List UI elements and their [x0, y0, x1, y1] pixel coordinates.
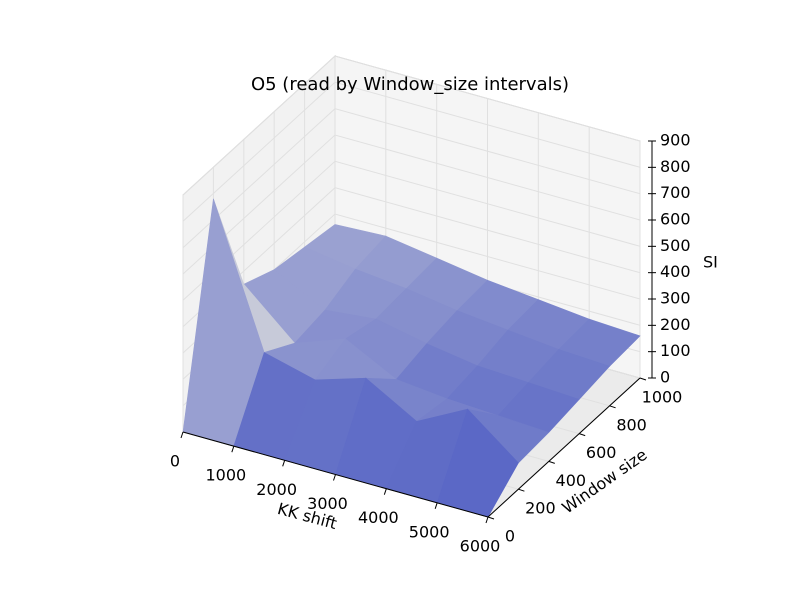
grid-line — [182, 160, 641, 301]
x-tick-label: 0 — [170, 452, 180, 471]
y-tick — [518, 488, 525, 492]
z-tick-label: 200 — [660, 315, 691, 334]
grid-line — [182, 108, 641, 249]
x-tick — [485, 516, 489, 524]
z-tick-label: 400 — [660, 262, 691, 281]
y-tick — [639, 377, 647, 381]
y-tick-label: 1000 — [642, 388, 683, 407]
x-tick-label: 3000 — [307, 494, 348, 513]
y-tick — [548, 460, 555, 464]
y-tick-label: 800 — [616, 415, 647, 434]
x-tick — [231, 446, 235, 453]
axes: 0100020003000400050006000020040060080010… — [170, 131, 691, 556]
x-tick-label: 6000 — [460, 537, 501, 556]
x-tick-label: 2000 — [256, 480, 297, 499]
z-tick-label: 700 — [660, 183, 691, 202]
chart-title: O5 (read by Window_size intervals) — [251, 74, 569, 95]
x-axis-line — [182, 431, 489, 518]
z-tick-label: 500 — [660, 236, 691, 255]
z-tick-label: 800 — [660, 157, 691, 176]
y-tick-label: 400 — [556, 471, 587, 490]
y-axis-line — [487, 377, 641, 518]
z-tick-label: 0 — [660, 368, 670, 387]
surface — [182, 198, 641, 518]
grid-line — [182, 134, 641, 275]
y-tick — [579, 433, 586, 437]
z-tick-label: 600 — [660, 210, 691, 229]
x-tick-label: 4000 — [358, 508, 399, 527]
x-tick — [333, 474, 336, 481]
y-tick-label: 200 — [525, 499, 556, 518]
z-tick-label: 900 — [660, 131, 691, 150]
y-tick-label: 600 — [586, 443, 617, 462]
y-tick-label: 0 — [505, 527, 515, 546]
z-axis-label: SI — [703, 253, 718, 272]
z-tick-label: 300 — [660, 289, 691, 308]
x-tick — [282, 460, 286, 467]
y-tick — [609, 405, 616, 409]
x-tick — [434, 502, 438, 509]
x-tick — [383, 488, 387, 495]
y-tick — [487, 516, 495, 520]
z-tick-label: 100 — [660, 341, 691, 360]
grid-line — [182, 55, 641, 196]
grid-line — [182, 81, 641, 222]
x-tick-label: 1000 — [205, 466, 246, 485]
x-tick-label: 5000 — [409, 522, 450, 541]
x-tick — [180, 431, 184, 439]
